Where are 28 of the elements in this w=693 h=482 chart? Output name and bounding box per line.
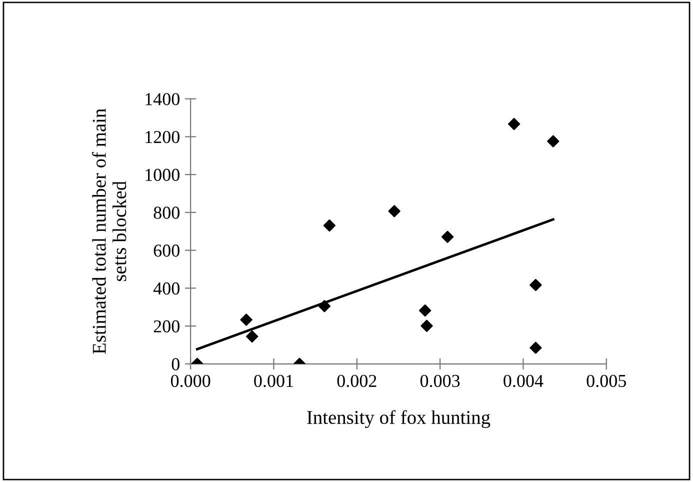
point <box>547 135 560 148</box>
y-tick-label: 200 <box>154 320 180 332</box>
y-axis-title: Estimated total number of main setts blocked <box>92 108 126 354</box>
x-tick-label: 0.004 <box>504 374 544 388</box>
point <box>388 205 400 218</box>
x-tick-label: 0.000 <box>170 374 210 388</box>
point <box>323 219 336 232</box>
x-tick-label: 0.003 <box>420 374 460 388</box>
y-tick-label: 1200 <box>146 130 180 144</box>
y-tick-label: 800 <box>154 206 180 219</box>
point <box>530 278 542 292</box>
y-tick-label: 1000 <box>146 168 180 181</box>
point <box>318 300 331 312</box>
point <box>240 314 252 326</box>
point <box>420 320 433 332</box>
point <box>530 342 542 354</box>
point <box>441 230 454 243</box>
y-tick-label: 0 <box>172 358 180 370</box>
x-axis-title: Intensity of fox hunting <box>307 410 490 428</box>
x-tick-label: 0.005 <box>586 374 626 388</box>
x-tick-label: 0.001 <box>254 374 293 388</box>
y-tick-label: 1400 <box>146 93 180 106</box>
y-tick-label: 600 <box>154 244 180 257</box>
point <box>508 118 520 130</box>
x-tick-label: 0.002 <box>337 374 376 388</box>
point <box>246 330 258 343</box>
y-tick-label: 400 <box>153 282 180 295</box>
point <box>419 304 432 317</box>
